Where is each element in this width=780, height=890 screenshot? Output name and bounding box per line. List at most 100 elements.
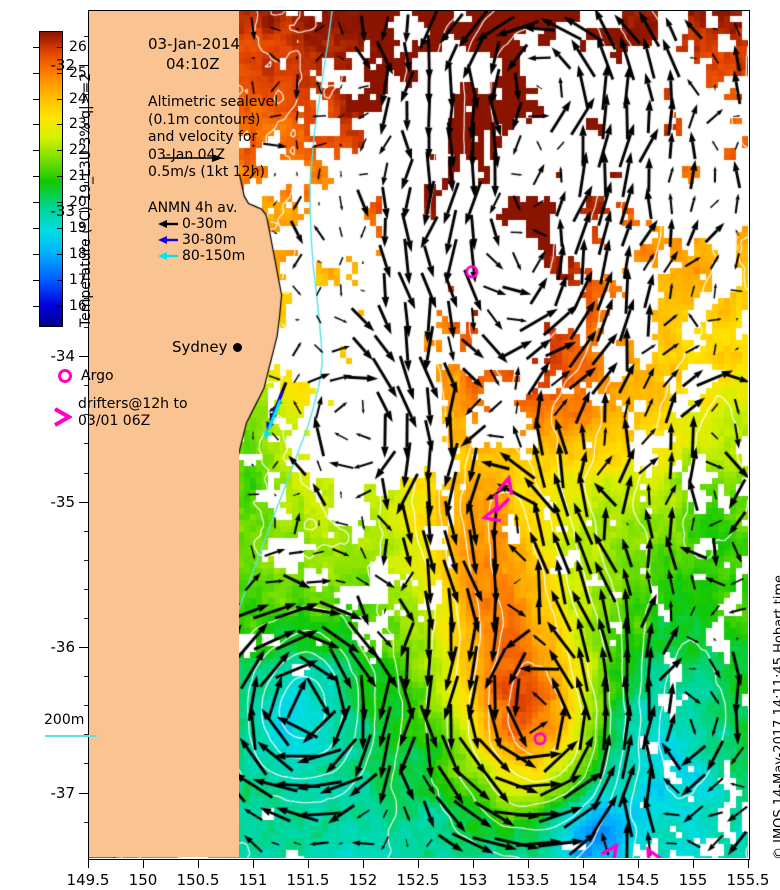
colorbar-tick-label: 23 <box>69 116 87 133</box>
x-axis-tick <box>748 859 749 868</box>
altimetry-note: Altimetric sealevel (0.1m contours) and … <box>148 94 278 182</box>
x-axis-tick-label: 150 <box>128 871 158 889</box>
x-axis-tick-label: 154 <box>568 871 598 889</box>
altimetry-note-line2: (0.1m contours) <box>148 111 261 128</box>
y-axis-tick-label: -33 <box>50 201 76 220</box>
colorbar-tick <box>33 176 39 178</box>
y-axis-tick-label: -37 <box>50 783 76 802</box>
y-axis-tick <box>79 210 88 212</box>
y-axis-minor-tick <box>84 356 88 358</box>
y-axis-minor-tick <box>84 94 88 96</box>
colorbar-tick <box>57 98 63 100</box>
colorbar-tick <box>57 254 63 256</box>
colorbar-tick <box>57 306 63 308</box>
mooring-arrow-80-150m-icon <box>158 252 178 260</box>
x-axis-tick-label: 152.5 <box>396 871 440 889</box>
x-axis-tick-label: 155 <box>678 871 708 889</box>
y-axis-minor-tick <box>84 676 88 678</box>
bathymetry-legend-line-icon <box>45 735 97 737</box>
colorbar-tick-label: 16 <box>69 298 87 315</box>
mooring-legend-label-30-80m: 30-80m <box>182 232 237 248</box>
colorbar-tick <box>57 176 63 178</box>
mooring-legend-item: 30-80m <box>158 232 245 248</box>
mooring-legend-label-0-30m: 0-30m <box>182 216 228 232</box>
colorbar-tick-label: 24 <box>69 90 87 107</box>
colorbar-gradient <box>39 31 63 327</box>
x-axis-tick-label: 151.5 <box>286 871 330 889</box>
x-axis-tick-label: 153 <box>458 871 488 889</box>
argo-circle-icon <box>58 369 72 383</box>
y-axis-minor-tick <box>84 792 88 794</box>
y-axis-minor-tick <box>84 385 88 387</box>
x-axis-tick <box>583 859 584 868</box>
y-axis-minor-tick <box>84 618 88 619</box>
x-axis-tick <box>473 859 474 868</box>
y-axis-tick-label: -34 <box>50 347 76 366</box>
y-axis-tick <box>79 501 88 503</box>
y-axis-minor-tick <box>84 588 88 590</box>
x-axis-tick <box>528 859 529 868</box>
drifter-chevron-icon <box>54 407 72 427</box>
y-axis-minor-tick <box>84 239 88 241</box>
legend-land-panel <box>89 11 239 857</box>
altimetry-note-line1: Altimetric sealevel <box>148 94 279 110</box>
colorbar-tick <box>33 228 39 230</box>
colorbar-tick-label: 20 <box>69 194 87 211</box>
colorbar-tick <box>57 46 63 48</box>
y-axis-tick <box>79 792 88 794</box>
mooring-legend-title: ANMN 4h av. <box>148 200 238 216</box>
x-axis-tick-label: 155.5 <box>726 871 770 889</box>
x-axis-tick <box>418 859 419 868</box>
argo-legend: Argo <box>58 368 114 384</box>
y-axis-minor-tick <box>84 763 88 765</box>
y-axis-minor-tick <box>84 327 88 329</box>
colorbar-tick <box>57 150 63 152</box>
copyright-credit-text: © IMOS 14-May-2017 14:11:45 Hobart time <box>772 575 780 860</box>
x-axis-tick <box>143 859 144 868</box>
colorbar-tick <box>57 124 63 126</box>
x-axis-tick <box>198 859 199 868</box>
y-axis-tick-label: -35 <box>50 492 76 511</box>
y-axis-minor-tick <box>84 268 88 270</box>
colorbar-tick <box>57 202 63 204</box>
colorbar-tick-label: 18 <box>69 246 87 263</box>
x-axis-tick <box>638 859 639 868</box>
colorbar-tick <box>33 72 39 74</box>
colorbar-tick <box>33 280 39 282</box>
drifter-legend-label-line2: 03/01 06Z <box>78 413 151 429</box>
city-dot-icon <box>232 342 242 352</box>
y-axis-minor-tick <box>84 414 88 416</box>
mooring-arrow-0-30m-icon <box>158 220 178 228</box>
colorbar-tick-label: 19 <box>69 220 87 237</box>
y-axis-tick-label: -32 <box>50 56 76 75</box>
bathymetry-legend: 200m <box>44 712 97 737</box>
y-axis-tick <box>79 356 88 358</box>
bathymetry-legend-label: 200m <box>44 712 85 728</box>
colorbar-tick <box>33 254 39 256</box>
x-axis-tick <box>253 859 254 868</box>
drifter-legend-label: drifters@12h to 03/01 06Z <box>78 396 188 430</box>
y-axis-minor-tick <box>84 152 88 154</box>
place-label-sydney: Sydney <box>172 338 242 356</box>
colorbar-tick-label: 26 <box>69 38 87 55</box>
copyright-credit: © IMOS 14-May-2017 14:11:45 Hobart time <box>752 0 780 890</box>
mooring-legend-item: 0-30m <box>158 216 245 232</box>
y-axis-tick-label: -36 <box>50 638 76 657</box>
y-axis-minor-tick <box>84 36 88 38</box>
y-axis-minor-tick <box>84 472 88 474</box>
temperature-colorbar <box>39 31 63 327</box>
y-axis-minor-tick <box>84 734 88 736</box>
y-axis-minor-tick <box>84 443 88 445</box>
mooring-legend-item: 80-150m <box>158 248 245 264</box>
colorbar-tick <box>57 280 63 282</box>
altimetry-note-line3: and velocity for <box>148 129 258 145</box>
x-axis-tick-label: 150.5 <box>176 871 220 889</box>
mooring-arrow-30-80m-icon <box>158 236 178 244</box>
drifter-legend: drifters@12h to 03/01 06Z <box>52 396 188 430</box>
colorbar-tick <box>57 72 63 74</box>
y-axis-minor-tick <box>84 123 88 125</box>
colorbar-tick-label: 22 <box>69 142 87 159</box>
x-axis-tick <box>363 859 364 868</box>
y-axis-minor-tick <box>84 705 88 707</box>
